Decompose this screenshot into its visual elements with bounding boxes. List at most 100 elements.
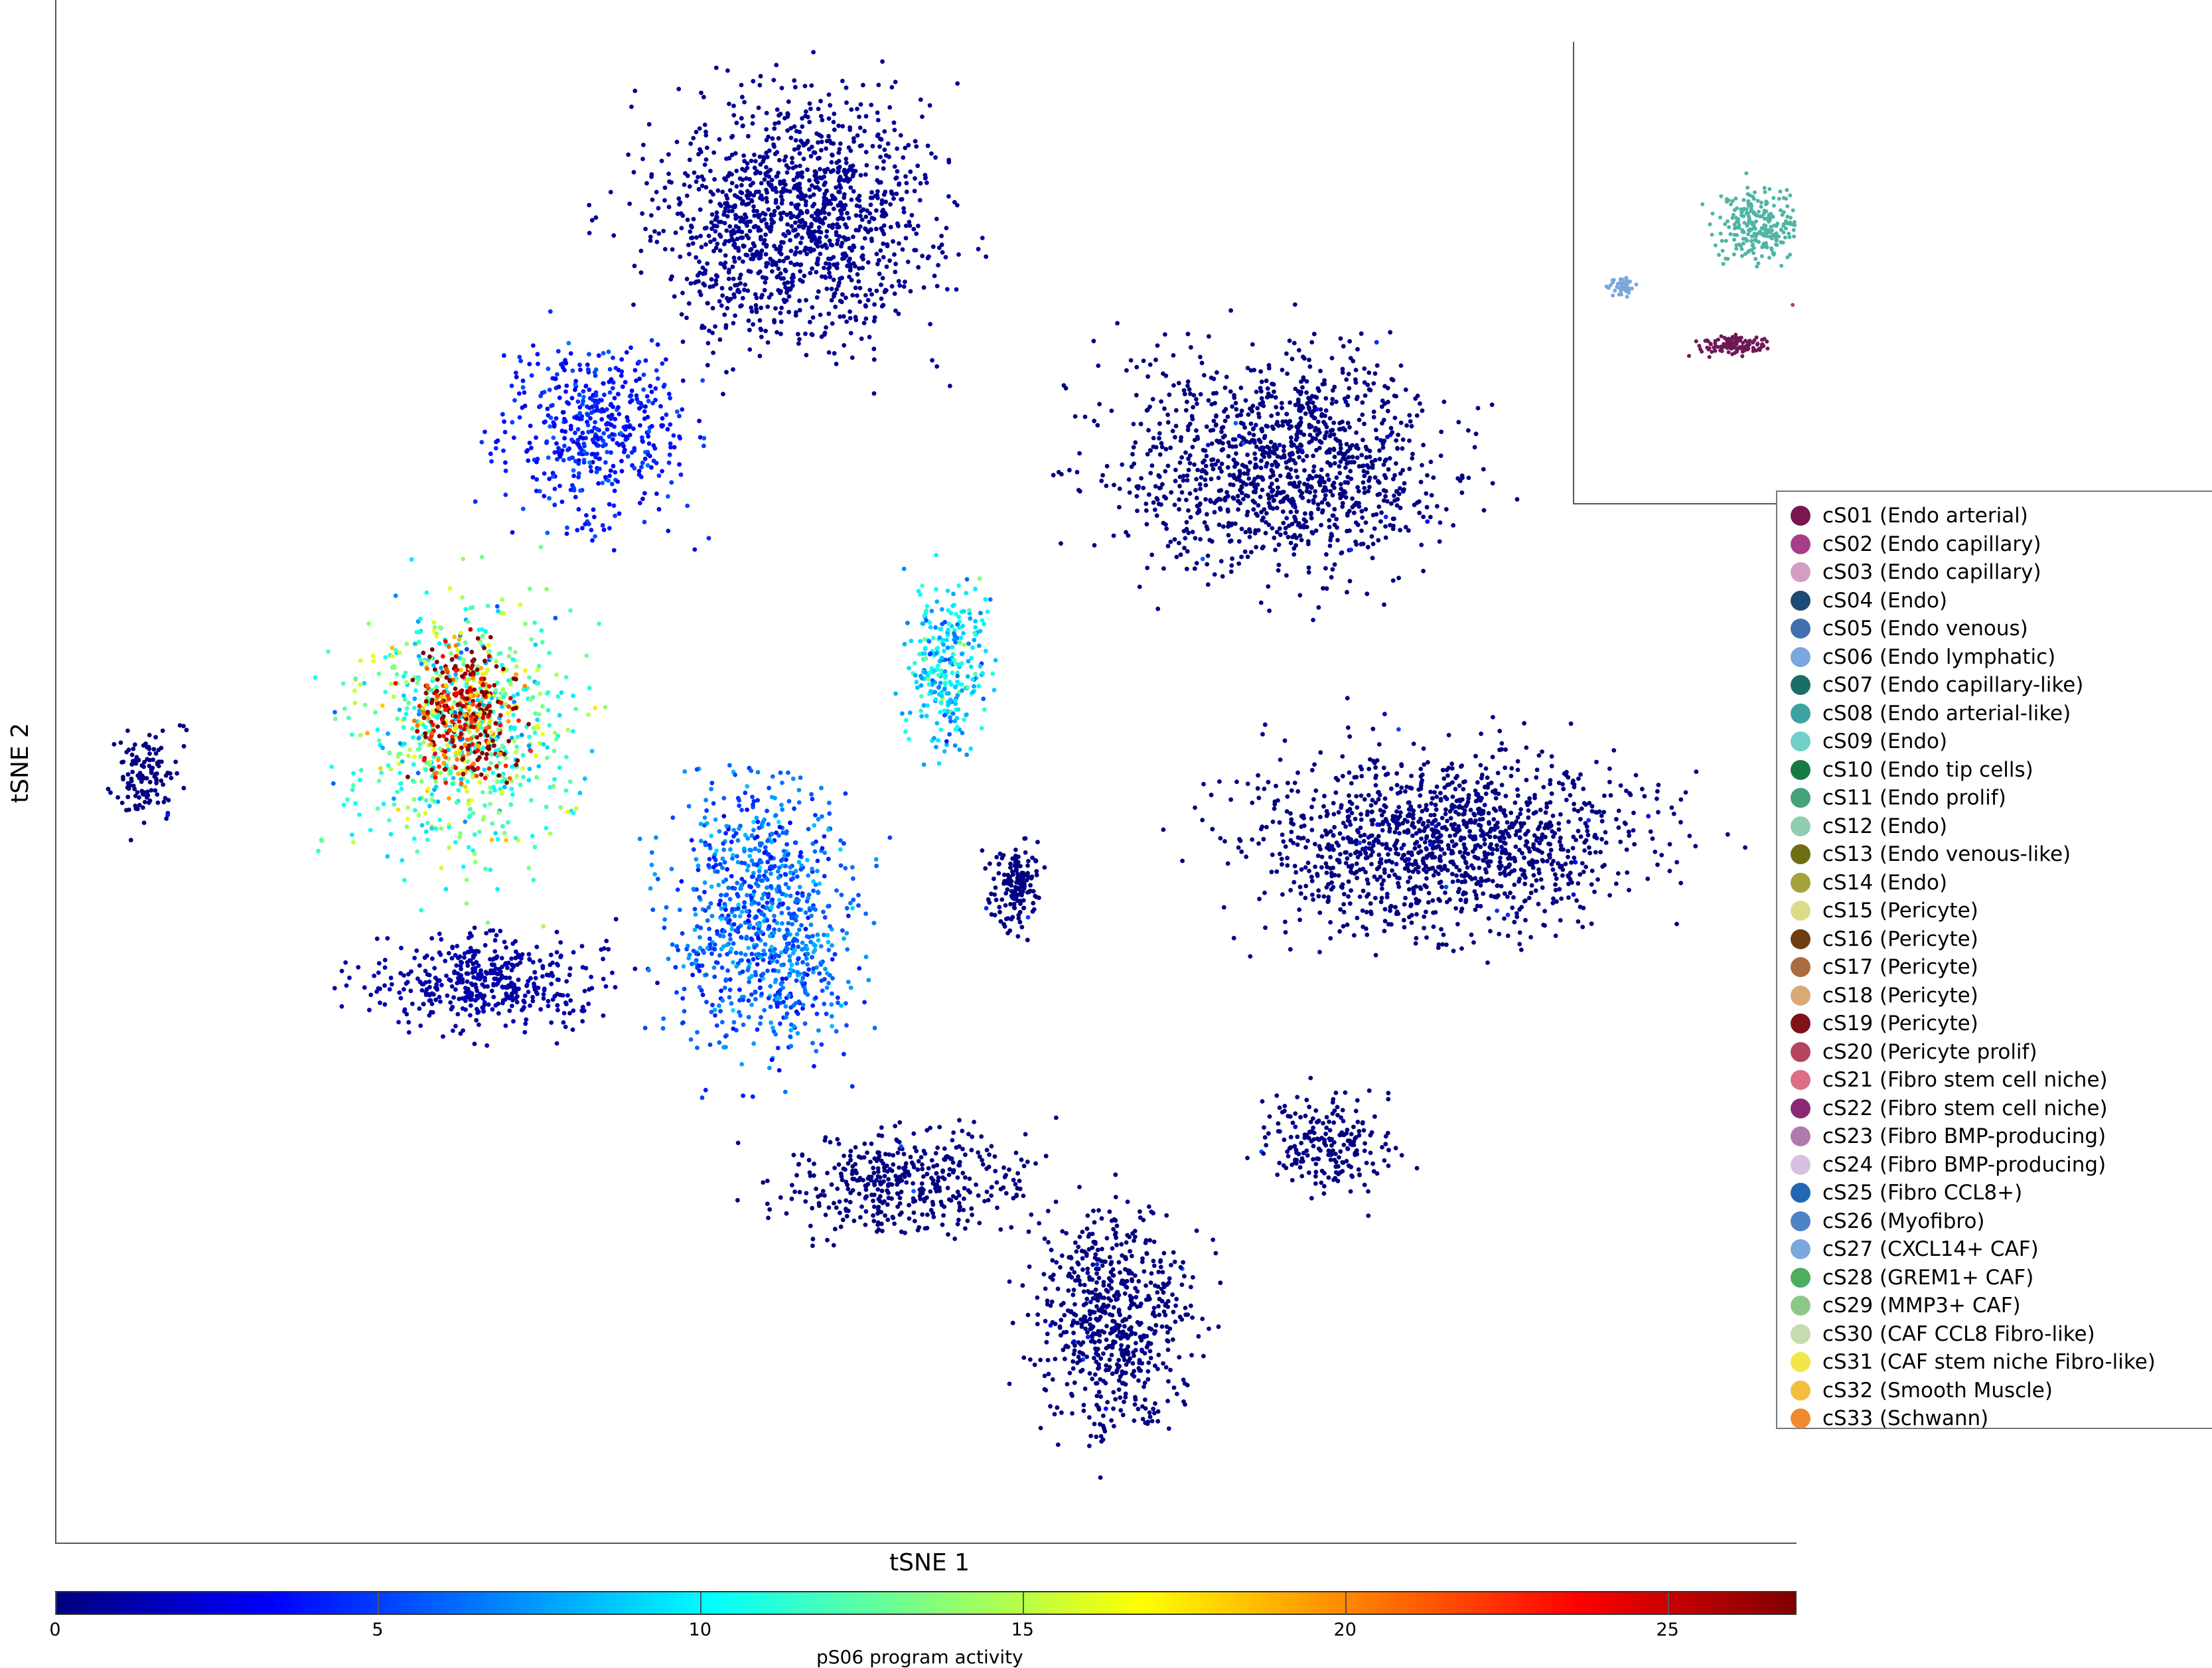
data-point — [901, 155, 906, 160]
data-point — [719, 965, 725, 970]
data-point — [849, 277, 854, 283]
data-point — [504, 780, 509, 785]
data-point — [498, 650, 503, 656]
data-point — [436, 757, 441, 763]
data-point — [977, 576, 982, 581]
data-point — [841, 314, 846, 319]
data-point — [698, 270, 702, 275]
data-point — [942, 675, 948, 680]
data-point — [805, 167, 810, 173]
data-point — [383, 654, 388, 660]
data-point — [842, 192, 847, 197]
data-point — [761, 971, 766, 976]
data-point — [948, 660, 953, 665]
data-point — [579, 944, 585, 948]
data-point — [142, 759, 147, 765]
data-point — [803, 246, 808, 250]
data-point — [584, 513, 589, 518]
data-point — [759, 860, 764, 865]
data-point — [709, 277, 714, 282]
data-point — [500, 779, 504, 784]
data-point — [837, 234, 842, 239]
data-point — [916, 265, 921, 270]
data-point — [776, 927, 782, 933]
data-point — [759, 878, 764, 883]
data-point — [778, 181, 782, 187]
data-point — [465, 664, 470, 668]
data-point — [518, 960, 523, 965]
data-point — [691, 847, 696, 852]
data-point — [461, 657, 466, 662]
data-point — [855, 106, 859, 112]
data-point — [703, 129, 708, 135]
data-point — [675, 211, 680, 216]
data-point — [819, 1042, 824, 1047]
data-point — [550, 960, 555, 965]
data-point — [851, 234, 855, 240]
data-point — [854, 203, 859, 208]
data-point — [542, 471, 547, 476]
data-point — [554, 950, 559, 954]
data-point — [450, 781, 455, 787]
data-point — [620, 441, 625, 446]
data-point — [814, 295, 820, 300]
data-point — [745, 968, 751, 972]
data-point — [455, 757, 460, 762]
data-point — [522, 1029, 528, 1035]
data-point — [764, 173, 769, 178]
data-point — [1414, 413, 1420, 418]
data-point — [834, 361, 839, 366]
data-point — [749, 198, 755, 204]
data-point — [844, 157, 849, 161]
data-point — [108, 790, 113, 795]
data-point — [692, 170, 697, 175]
data-point — [713, 229, 718, 234]
data-point — [743, 252, 749, 258]
data-point — [521, 998, 526, 1004]
data-point — [620, 384, 625, 389]
data-point — [707, 329, 711, 333]
data-point — [515, 692, 520, 697]
data-point — [834, 265, 839, 269]
data-point — [560, 410, 565, 415]
data-point — [781, 848, 786, 854]
data-point — [967, 608, 972, 613]
data-point — [794, 874, 800, 879]
data-point — [424, 953, 429, 958]
data-point — [573, 706, 578, 712]
data-point — [708, 199, 713, 204]
data-point — [666, 956, 671, 961]
data-point — [664, 905, 669, 910]
data-point — [746, 318, 751, 323]
data-point — [824, 139, 830, 144]
data-point — [888, 224, 893, 230]
data-point — [617, 511, 622, 516]
data-point — [417, 657, 423, 662]
data-point — [140, 805, 145, 810]
data-point — [435, 688, 439, 694]
data-point — [504, 838, 508, 843]
data-point — [673, 230, 678, 236]
data-point — [759, 305, 763, 311]
data-point — [149, 788, 154, 793]
data-point — [954, 287, 959, 292]
data-point — [458, 831, 463, 836]
data-point — [465, 979, 470, 984]
data-point — [509, 787, 514, 791]
data-point — [749, 992, 754, 997]
data-point — [546, 366, 551, 371]
data-point — [486, 650, 491, 655]
data-point — [709, 781, 715, 786]
data-point — [914, 231, 919, 236]
data-point — [835, 242, 840, 246]
data-point — [578, 367, 583, 372]
data-point — [775, 869, 780, 874]
data-point — [555, 449, 561, 455]
data-point — [362, 985, 367, 990]
data-point — [333, 716, 338, 721]
data-point — [731, 204, 735, 209]
data-point — [827, 198, 832, 204]
data-point — [395, 789, 400, 795]
data-point — [868, 202, 873, 207]
data-point — [460, 595, 465, 600]
